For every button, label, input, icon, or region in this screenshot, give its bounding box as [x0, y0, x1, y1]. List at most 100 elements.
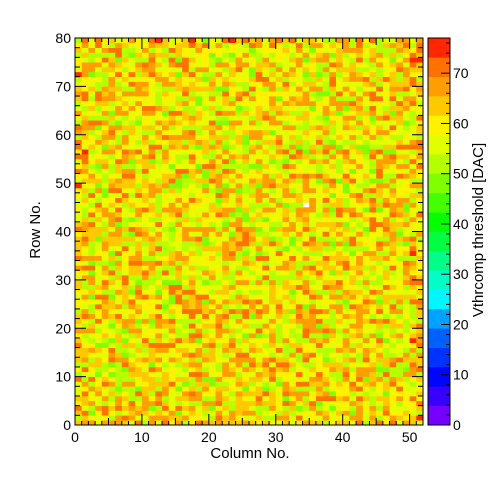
heatmap-cell — [88, 362, 96, 368]
heatmap-cell — [249, 405, 256, 411]
heatmap-cell — [188, 212, 196, 218]
heatmap-cell — [188, 173, 196, 179]
heatmap-cell — [162, 154, 169, 160]
heatmap-cell — [369, 47, 377, 53]
heatmap-cell — [148, 381, 156, 387]
heatmap-cell — [295, 241, 303, 247]
heatmap-cell — [416, 76, 424, 82]
heatmap-cell — [182, 168, 190, 174]
heatmap-cell — [228, 304, 236, 310]
heatmap-cell — [382, 250, 390, 256]
heatmap-cell — [369, 366, 377, 373]
heatmap-cell — [162, 376, 169, 382]
heatmap-cell — [362, 226, 370, 232]
heatmap-cell — [255, 173, 263, 179]
heatmap-cell — [75, 400, 82, 406]
heatmap-cell — [309, 163, 317, 169]
heatmap-cell — [108, 362, 116, 368]
heatmap-cell — [135, 284, 143, 290]
heatmap-cell — [222, 197, 230, 203]
heatmap-cell — [128, 304, 136, 310]
heatmap-cell — [242, 347, 250, 353]
heatmap-cell — [162, 337, 169, 344]
heatmap-cell — [88, 192, 96, 198]
heatmap-cell — [376, 207, 384, 213]
z-tick-label: 30 — [453, 266, 469, 282]
heatmap-cell — [349, 187, 357, 194]
heatmap-cell — [95, 405, 103, 411]
heatmap-cell — [128, 371, 136, 377]
heatmap-cell — [95, 216, 103, 223]
heatmap-cell — [235, 405, 243, 411]
heatmap-cell — [282, 352, 290, 358]
heatmap-cell — [396, 357, 404, 363]
heatmap-cell — [141, 395, 149, 402]
heatmap-cell — [235, 328, 243, 334]
heatmap-cell — [336, 410, 343, 416]
heatmap-cell — [148, 207, 156, 213]
heatmap-cell — [295, 212, 303, 218]
heatmap-cell — [242, 318, 250, 324]
heatmap-cell — [235, 221, 243, 227]
heatmap-cell — [108, 158, 116, 165]
heatmap-cell — [202, 241, 210, 247]
heatmap-cell — [242, 163, 250, 169]
heatmap-cell — [329, 376, 337, 382]
heatmap-cell — [295, 221, 303, 227]
heatmap-cell — [115, 67, 123, 73]
heatmap-cell — [249, 144, 256, 150]
heatmap-cell — [228, 105, 236, 111]
heatmap-cell — [195, 318, 203, 324]
heatmap-cell — [121, 304, 129, 310]
heatmap-cell — [188, 284, 196, 290]
heatmap-cell — [95, 308, 103, 315]
heatmap-cell — [228, 318, 236, 324]
heatmap-cell — [148, 265, 156, 271]
heatmap-cell — [416, 81, 424, 87]
heatmap-cell — [416, 352, 424, 358]
heatmap-cell — [235, 192, 243, 198]
heatmap-cell — [141, 62, 149, 68]
heatmap-cell — [349, 139, 357, 145]
heatmap-cell — [289, 318, 297, 324]
heatmap-cell — [128, 47, 136, 53]
x-axis-title: Column No. — [210, 445, 289, 462]
heatmap-cell — [182, 62, 190, 68]
heatmap-cell — [215, 139, 223, 145]
heatmap-cell — [409, 221, 417, 227]
heatmap-cell — [101, 81, 109, 87]
heatmap-cell — [222, 250, 230, 256]
heatmap-cell — [81, 410, 89, 416]
heatmap-cell — [121, 226, 129, 232]
heatmap-cell — [128, 236, 136, 242]
heatmap-cell — [289, 308, 297, 315]
heatmap-cell — [342, 178, 350, 184]
heatmap-cell — [282, 342, 290, 348]
heatmap-cell — [215, 226, 223, 232]
heatmap-cell — [282, 183, 290, 189]
heatmap-cell — [202, 391, 210, 397]
heatmap-cell — [101, 149, 109, 155]
heatmap-cell — [135, 197, 143, 203]
palette-bin — [428, 328, 450, 348]
heatmap-cell — [376, 67, 384, 73]
heatmap-cell — [269, 115, 277, 121]
heatmap-cell — [282, 81, 290, 87]
heatmap-cell — [402, 149, 410, 155]
heatmap-cell — [81, 333, 89, 339]
heatmap-cell — [275, 366, 283, 373]
heatmap-cell — [315, 347, 323, 353]
heatmap-cell — [295, 47, 303, 53]
heatmap-cell — [242, 86, 250, 92]
heatmap-cell — [188, 192, 196, 198]
heatmap-cell — [402, 62, 410, 68]
heatmap-cell — [135, 144, 143, 150]
heatmap-cell — [175, 308, 183, 315]
heatmap-cell — [128, 366, 136, 373]
heatmap-cell — [215, 192, 223, 198]
heatmap-cell — [108, 347, 116, 353]
heatmap-cell — [329, 149, 337, 155]
heatmap-cell — [369, 395, 377, 402]
heatmap-cell — [202, 246, 210, 252]
